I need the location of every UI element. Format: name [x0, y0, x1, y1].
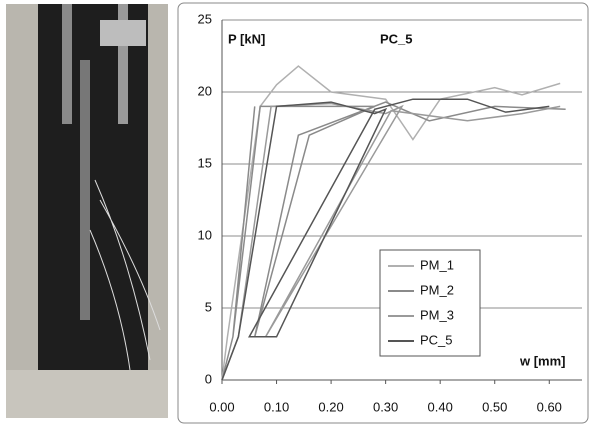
y-tick-label: 0 — [205, 371, 212, 386]
y-tick-label: 5 — [205, 299, 212, 314]
annotation: w [mm] — [519, 353, 566, 368]
line — [221, 101, 566, 381]
legend-label: PC_5 — [420, 332, 453, 347]
line — [221, 98, 550, 381]
annotation: PC_5 — [380, 31, 413, 46]
x-tick-label: 0.20 — [318, 399, 343, 414]
legend-label: PM_3 — [420, 307, 454, 322]
legend-label: PM_1 — [420, 257, 454, 272]
y-tick-label: 10 — [198, 227, 212, 242]
y-tick-label: 15 — [198, 155, 212, 170]
legend — [379, 249, 481, 357]
x-tick-label: 0.50 — [482, 399, 507, 414]
y-tick-label: 20 — [198, 83, 212, 98]
x-tick-label: 0.10 — [264, 399, 289, 414]
annotation: P [kN] — [228, 31, 265, 46]
line — [221, 65, 561, 381]
x-tick-label: 0.30 — [373, 399, 398, 414]
x-tick-label: 0.00 — [209, 399, 234, 414]
legend-label: PM_2 — [420, 282, 454, 297]
photo — [6, 4, 168, 418]
x-tick-label: 0.60 — [537, 399, 562, 414]
line — [221, 102, 561, 381]
y-tick-label: 25 — [198, 11, 212, 26]
x-tick-label: 0.40 — [428, 399, 453, 414]
